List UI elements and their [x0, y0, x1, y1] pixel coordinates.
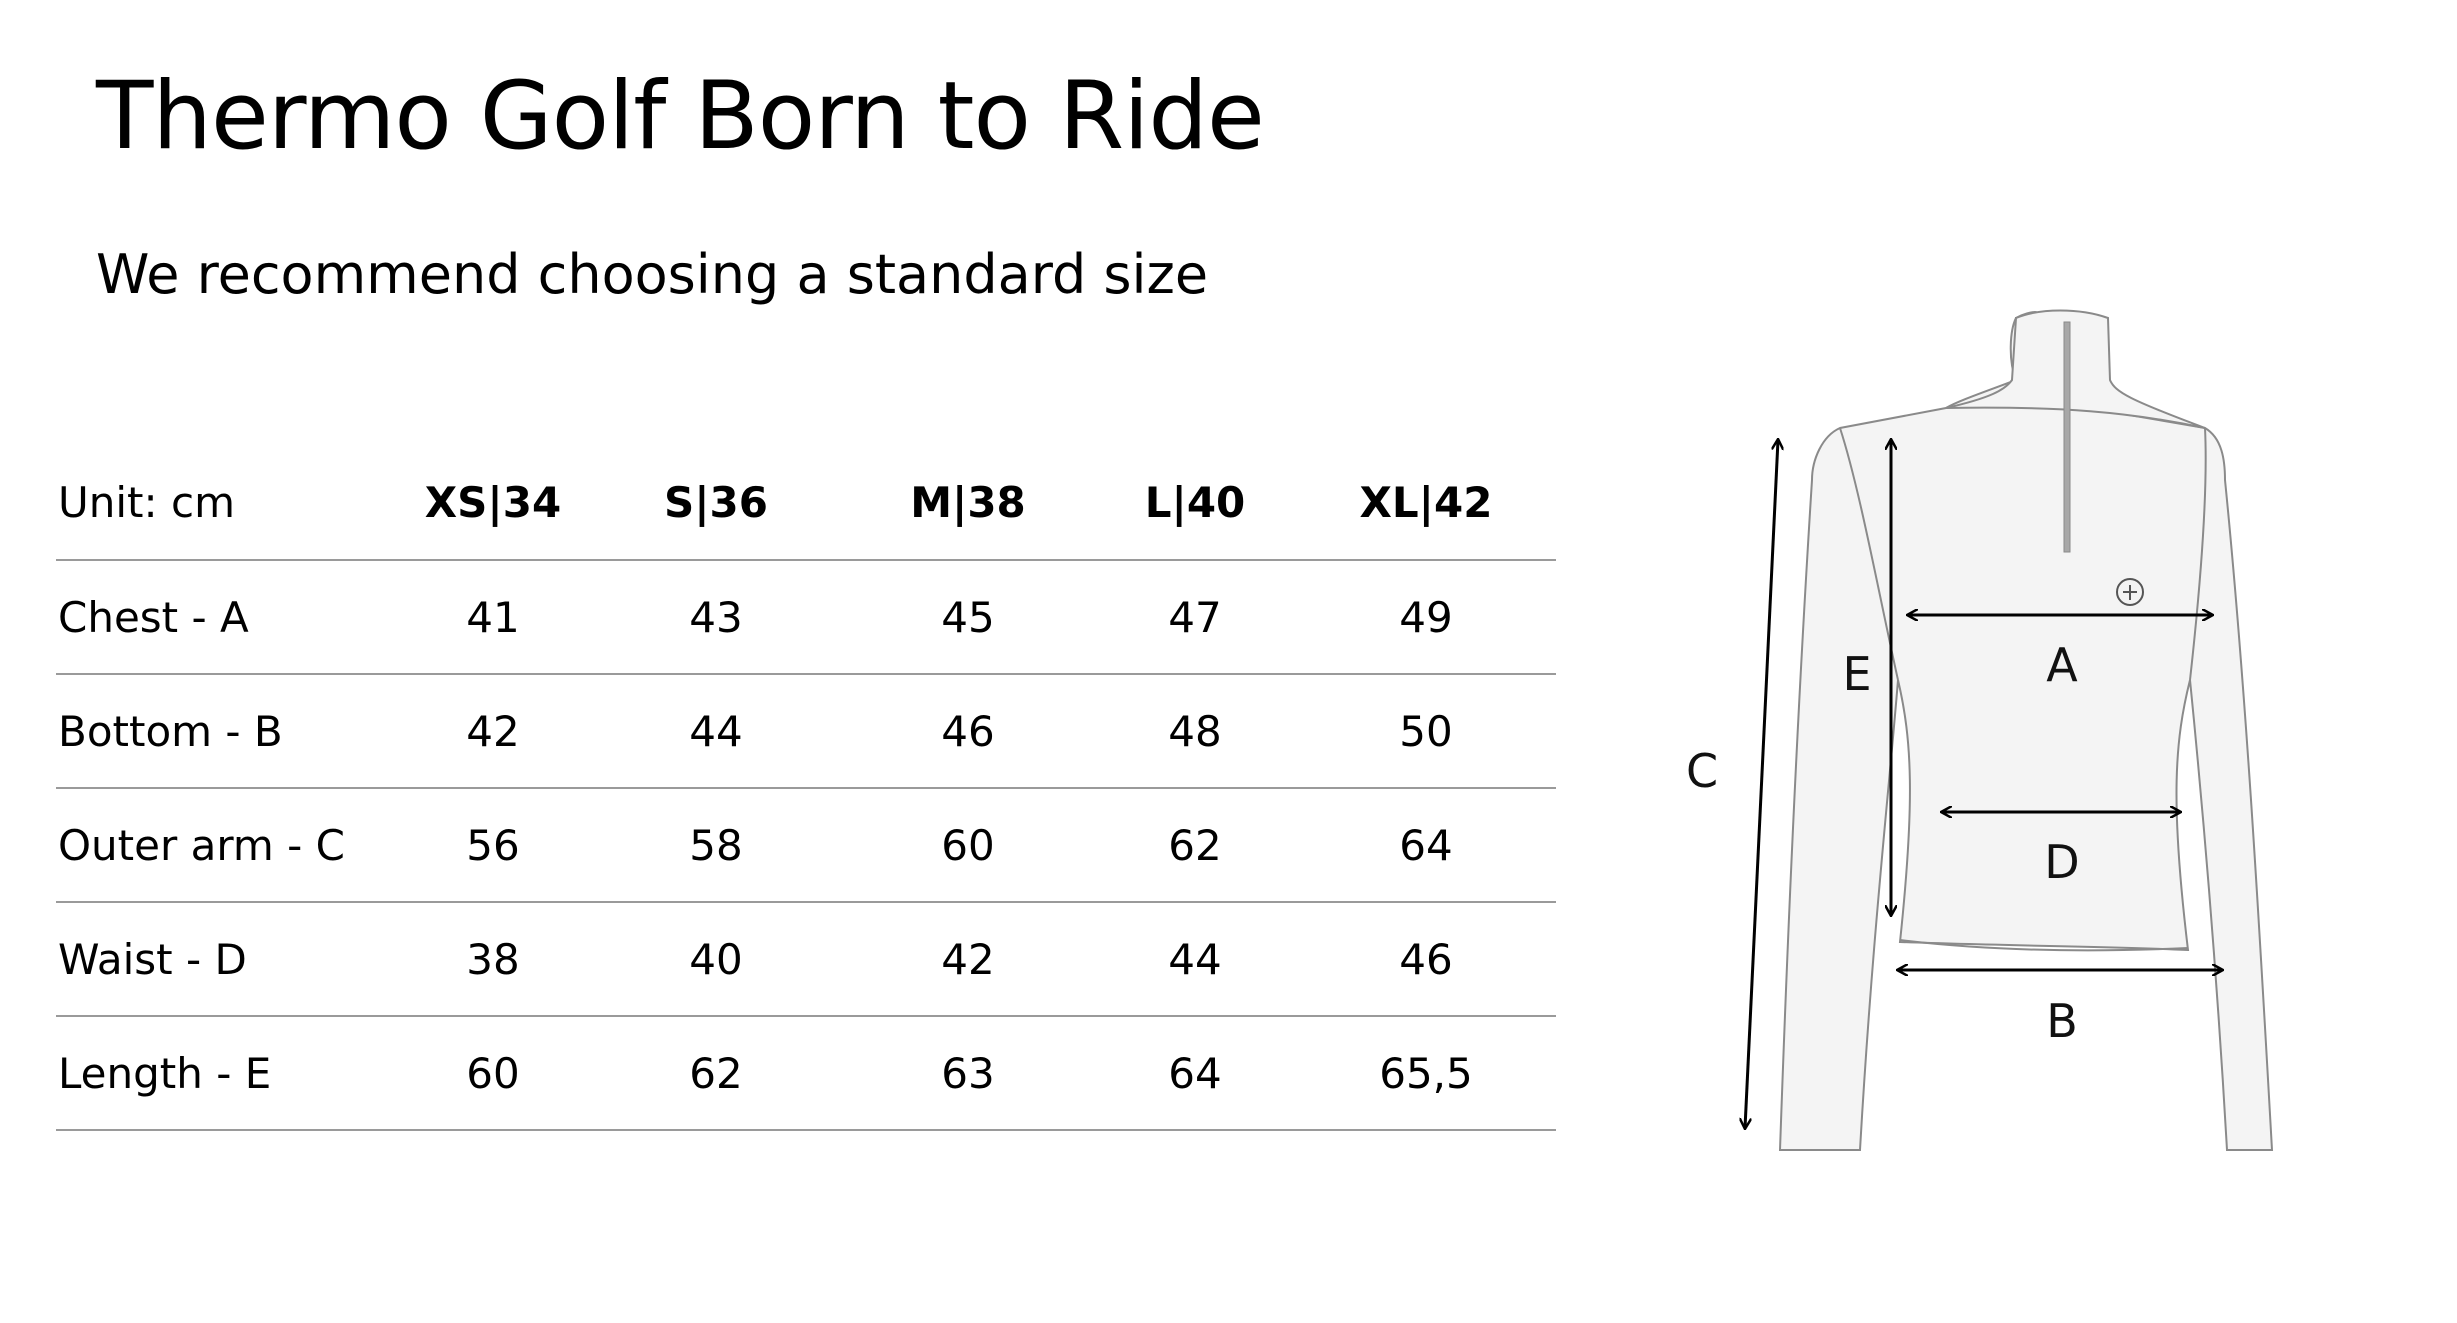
- table-row-bottom: Bottom - B 42 44 46 48 50: [56, 675, 1556, 789]
- table-cell: 44: [1168, 934, 1222, 984]
- label-d: D: [2044, 835, 2079, 889]
- table-cell: 62: [1168, 820, 1222, 870]
- table-row-length: Length - E 60 62 63 64 65,5: [56, 1017, 1556, 1131]
- table-cell: 42: [941, 934, 995, 984]
- row-label: Bottom - B: [58, 706, 283, 756]
- table-cell: 40: [689, 934, 743, 984]
- table-cell: 64: [1399, 820, 1453, 870]
- table-cell: 65,5: [1379, 1048, 1473, 1098]
- table-cell: 42: [466, 706, 520, 756]
- row-label: Length - E: [58, 1048, 272, 1098]
- row-label: Outer arm - C: [58, 820, 345, 870]
- table-cell: 64: [1168, 1048, 1222, 1098]
- table-row-chest: Chest - A 41 43 45 47 49: [56, 561, 1556, 675]
- table-cell: 44: [689, 706, 743, 756]
- hem-line: [1899, 939, 2189, 952]
- outer-arm-arrow: [1745, 440, 1778, 1128]
- table-cell: 46: [941, 706, 995, 756]
- table-cell: 46: [1399, 934, 1453, 984]
- table-cell: 50: [1399, 706, 1453, 756]
- table-cell: 60: [466, 1048, 520, 1098]
- table-cell: 38: [466, 934, 520, 984]
- label-b: B: [2046, 994, 2078, 1048]
- page-title: Thermo Golf Born to Ride: [96, 62, 1265, 171]
- size-header-l: L|40: [1144, 477, 1246, 527]
- table-header-row: Unit: cm XS|34 S|36 M|38 L|40 XL|42: [56, 445, 1556, 561]
- label-c: C: [1686, 744, 1718, 798]
- size-header-xl: XL|42: [1359, 477, 1493, 527]
- shirt-body-shape: [1778, 317, 2274, 1151]
- collar-top: [1945, 309, 2206, 429]
- table-row-outer-arm: Outer arm - C 56 58 60 62 64: [56, 789, 1556, 903]
- label-e: E: [1842, 647, 1871, 701]
- brand-logo-icon: [2116, 578, 2144, 606]
- right-sleeve-seam: [2189, 427, 2207, 681]
- table-cell: 43: [689, 592, 743, 642]
- row-label: Waist - D: [58, 934, 247, 984]
- size-header-s: S|36: [663, 477, 769, 527]
- row-label: Chest - A: [58, 592, 249, 642]
- table-cell: 49: [1399, 592, 1453, 642]
- table-cell: 60: [941, 820, 995, 870]
- table-cell: 58: [689, 820, 743, 870]
- size-table: Unit: cm XS|34 S|36 M|38 L|40 XL|42 Ches…: [56, 445, 1556, 1131]
- size-header-xs: XS|34: [424, 477, 562, 527]
- page-subtitle: We recommend choosing a standard size: [96, 243, 1209, 306]
- table-cell: 47: [1168, 592, 1222, 642]
- table-row-waist: Waist - D 38 40 42 44 46: [56, 903, 1556, 1017]
- table-cell: 56: [466, 820, 520, 870]
- table-cell: 45: [941, 592, 995, 642]
- table-cell: 41: [466, 592, 520, 642]
- shirt-outline: [1778, 309, 2274, 1151]
- unit-label: Unit: cm: [58, 477, 236, 527]
- table-cell: 63: [941, 1048, 995, 1098]
- table-cell: 48: [1168, 706, 1222, 756]
- zipper: [2063, 321, 2071, 553]
- size-header-m: M|38: [910, 477, 1026, 527]
- label-a: A: [2046, 638, 2078, 692]
- garment-measurement-diagram: A B C D E: [1686, 309, 2274, 1151]
- table-cell: 62: [689, 1048, 743, 1098]
